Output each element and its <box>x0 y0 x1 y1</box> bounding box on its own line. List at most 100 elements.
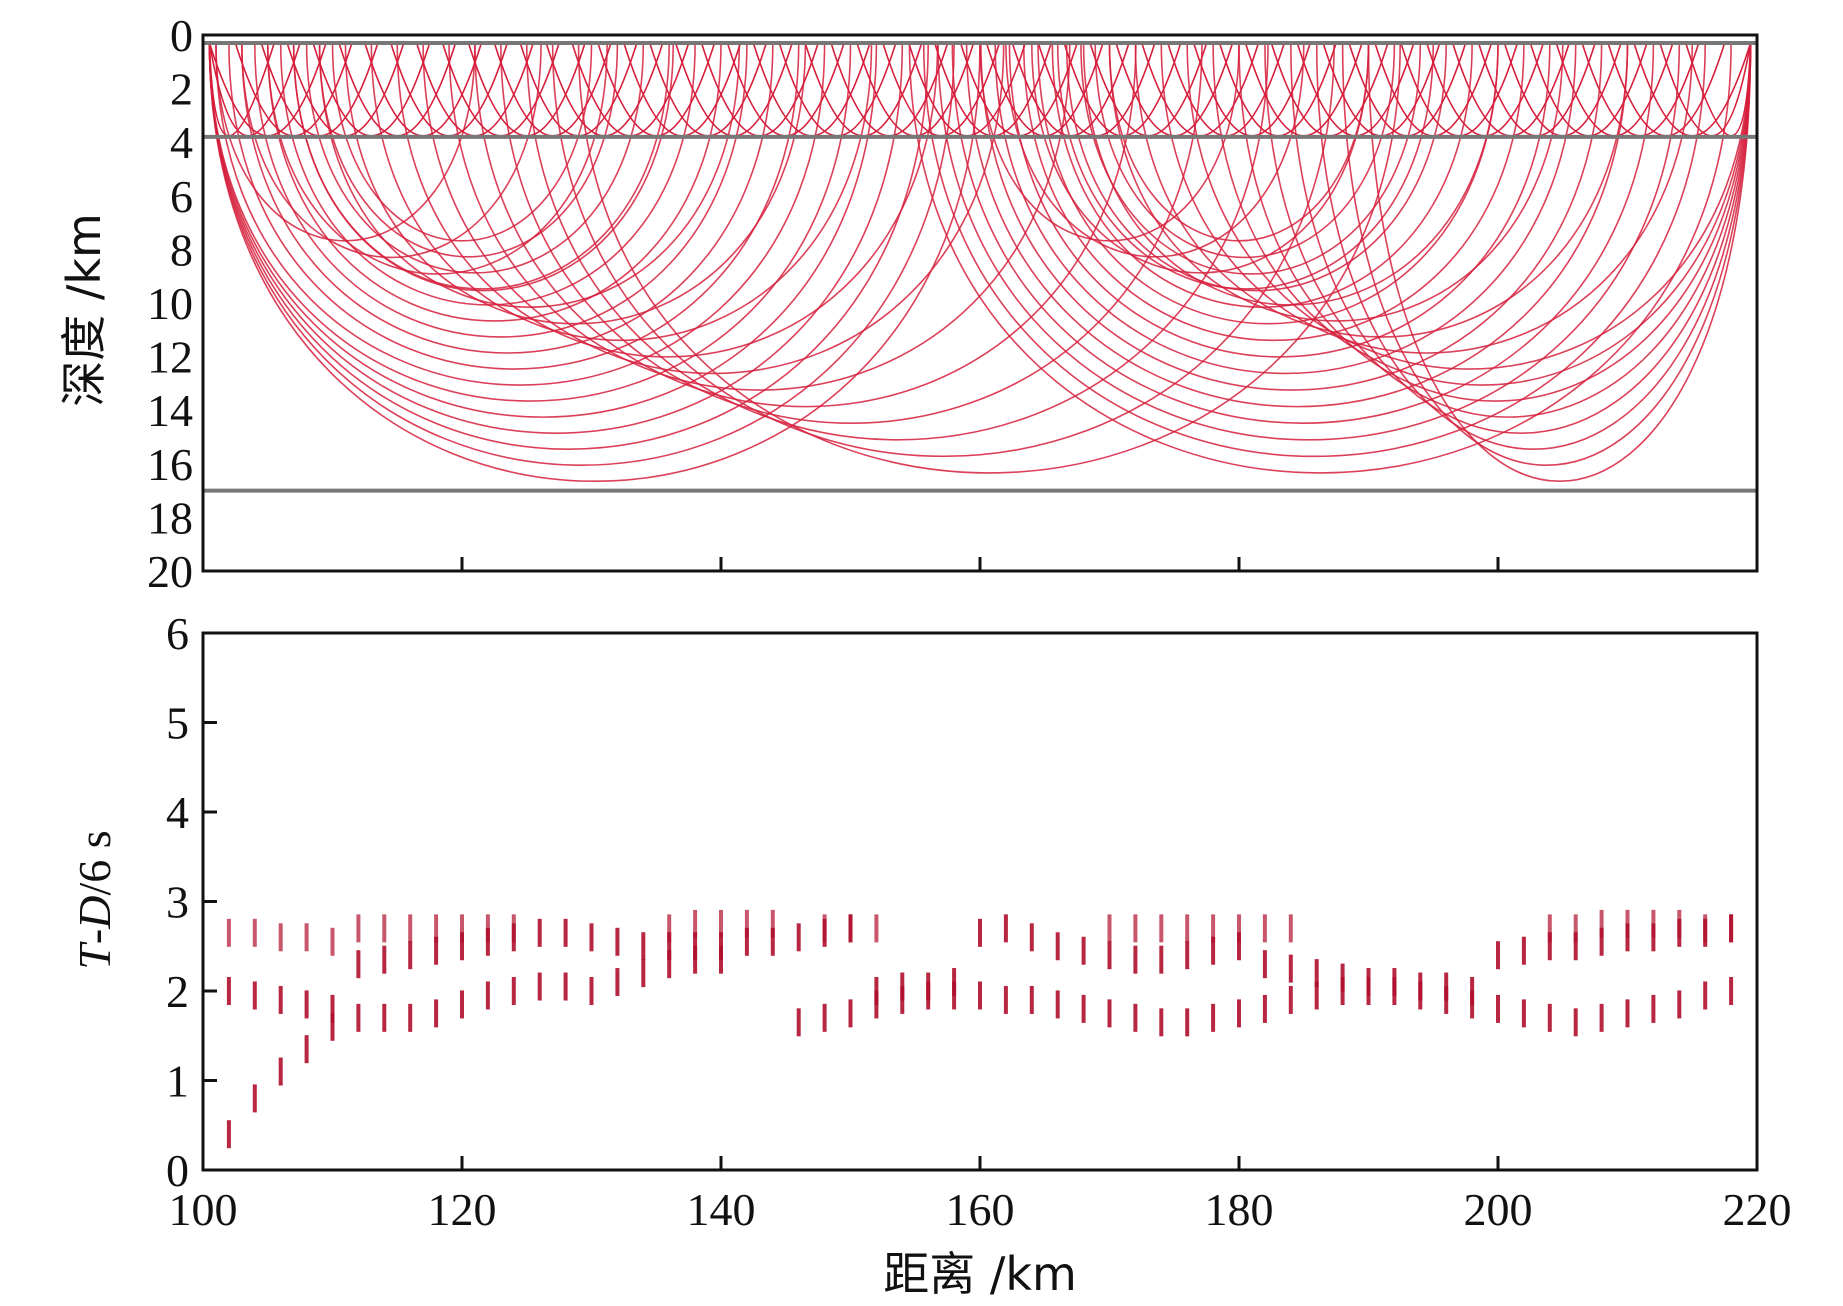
deep-ray <box>208 43 904 434</box>
top-y-tick-label-2: 4 <box>170 117 193 168</box>
bottom-y-tick-label-6: 6 <box>166 608 189 659</box>
shallow-ray <box>623 42 742 137</box>
deep-ray <box>980 43 1603 391</box>
deep-ray <box>908 43 1732 474</box>
deep-ray <box>937 43 1681 441</box>
bottom-y-tick-label-1: 1 <box>166 1056 189 1107</box>
top-y-tick-label-1: 2 <box>170 64 193 115</box>
bottom-y-tick-label-5: 5 <box>166 698 189 749</box>
bottom-y-tick-label-3: 3 <box>166 877 189 928</box>
top-panel-rays <box>208 42 1752 483</box>
top-panel-x-ticks <box>460 557 1500 571</box>
bottom-x-tick-label-6: 220 <box>1723 1184 1792 1235</box>
bottom-x-tick-label-3: 160 <box>946 1184 1015 1235</box>
bottom-panel-frame <box>201 631 1759 1172</box>
deep-ray <box>1160 43 1694 354</box>
bottom-panel: 100 120 140 160 180 200 220 0 1 2 3 4 5 6 T-D/6 s 距离… <box>69 608 1792 1301</box>
deep-ray <box>1290 43 1752 434</box>
deep-ray <box>279 43 696 306</box>
deep-ray <box>318 43 741 308</box>
deep-ray <box>208 43 929 450</box>
shallow-ray <box>1322 42 1441 137</box>
shallow-ray <box>1218 42 1337 137</box>
top-y-tick-label-5: 10 <box>147 278 193 329</box>
y-title-part-unit: /6 s <box>69 830 120 895</box>
deep-ray <box>1238 43 1752 402</box>
top-y-tick-label-4: 8 <box>170 224 193 275</box>
bottom-y-tick-label-4: 4 <box>166 787 189 838</box>
deep-ray <box>965 43 1629 408</box>
deep-ray <box>1094 43 1396 259</box>
top-panel-interfaces <box>203 41 1757 493</box>
deep-ray <box>228 43 800 370</box>
bottom-panel-x-axis-title: 距离 /km <box>883 1247 1077 1301</box>
deep-ray <box>1108 43 1564 322</box>
deep-ray <box>922 43 1706 458</box>
deep-ray <box>994 43 1577 375</box>
deep-ray <box>370 43 873 342</box>
bottom-x-tick-label-4: 180 <box>1205 1184 1274 1235</box>
deep-ray <box>266 43 722 322</box>
deep-ray <box>1186 43 1752 370</box>
bottom-x-tick-label-0: 100 <box>169 1184 238 1235</box>
top-y-tick-label-8: 16 <box>147 439 193 490</box>
deep-ray <box>208 43 955 466</box>
bottom-panel-arrivals <box>226 909 1734 1149</box>
deep-ray <box>577 43 1402 474</box>
top-y-tick-label-3: 6 <box>170 171 193 222</box>
deep-ray <box>241 43 542 259</box>
deep-ray <box>292 43 670 290</box>
deep-ray <box>1212 43 1752 386</box>
deep-ray <box>1080 43 1422 275</box>
top-y-tick-label-7: 14 <box>147 385 193 436</box>
deep-ray <box>208 43 981 482</box>
deep-ray <box>1022 43 1525 342</box>
y-title-part-d: D <box>69 896 120 930</box>
bottom-x-tick-label-2: 140 <box>687 1184 756 1235</box>
bottom-y-tick-label-0: 0 <box>166 1145 189 1196</box>
deep-ray <box>1065 43 1447 292</box>
bottom-y-tick-label-2: 2 <box>166 966 189 1017</box>
deep-ray <box>318 43 619 258</box>
deep-ray <box>1367 43 1752 483</box>
deep-ray <box>422 43 1005 375</box>
deep-ray <box>1056 43 1435 290</box>
deep-ray <box>208 43 878 418</box>
deep-ray <box>1341 43 1752 466</box>
deep-ray <box>1264 43 1752 418</box>
deep-ray <box>1315 43 1752 450</box>
top-panel-y-axis-title: 深度 /km <box>57 213 111 407</box>
deep-ray <box>331 43 593 242</box>
deep-ray <box>215 43 826 386</box>
deep-ray <box>525 43 1269 441</box>
bottom-panel-x-ticks: 100 120 140 160 180 200 220 <box>169 1156 1792 1235</box>
bottom-panel-y-ticks: 0 1 2 3 4 5 6 <box>166 608 217 1196</box>
deep-ray <box>448 43 1071 391</box>
bottom-x-tick-label-1: 120 <box>428 1184 497 1235</box>
top-y-tick-label-6: 12 <box>147 332 193 383</box>
deep-ray <box>208 43 852 402</box>
shallow-ray <box>597 42 716 137</box>
deep-ray <box>215 43 476 242</box>
deep-ray <box>254 43 748 338</box>
deep-ray <box>474 43 1137 408</box>
y-title-part-t: T <box>69 941 120 970</box>
y-title-part-dash: - <box>69 929 120 944</box>
deep-ray <box>1051 43 1473 308</box>
deep-ray <box>1005 43 1305 258</box>
deep-ray <box>241 43 774 354</box>
deep-ray <box>951 43 1655 424</box>
deep-ray <box>266 43 608 275</box>
deep-ray <box>1108 43 1370 242</box>
top-y-tick-label-0: 0 <box>170 10 193 61</box>
deep-ray <box>1008 43 1551 358</box>
deep-ray <box>551 43 1335 458</box>
deep-ray <box>344 43 807 325</box>
deep-ray <box>500 43 1203 424</box>
shallow-ray <box>1296 42 1415 137</box>
shallow-ray <box>1348 42 1467 137</box>
top-y-tick-label-9: 18 <box>147 492 193 543</box>
